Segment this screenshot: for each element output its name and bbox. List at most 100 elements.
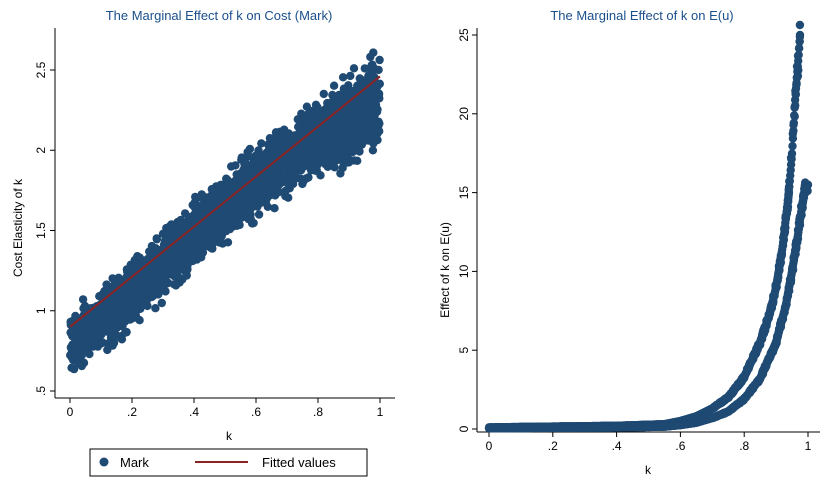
chart-right-ytick-label: 10 <box>457 264 471 278</box>
scatter-point <box>787 153 796 163</box>
scatter-point <box>156 264 165 273</box>
scatter-point <box>334 90 344 100</box>
scatter-point <box>212 216 221 225</box>
chart-right-ytick-label: 20 <box>457 107 471 121</box>
scatter-point <box>339 116 349 125</box>
chart-right-ytick-label: 25 <box>457 28 471 42</box>
chart-right-curve-0 <box>484 20 805 432</box>
scatter-point <box>77 351 87 360</box>
scatter-point <box>373 122 383 131</box>
scatter-point <box>85 349 94 359</box>
scatter-point <box>100 286 109 296</box>
scatter-point <box>738 397 747 406</box>
scatter-point <box>790 112 799 121</box>
scatter-point <box>238 173 247 183</box>
scatter-point <box>157 298 166 308</box>
chart-left-xtick-label: .4 <box>189 405 199 419</box>
scatter-point <box>780 227 790 237</box>
scatter-point <box>182 271 191 280</box>
scatter-point <box>776 322 785 331</box>
scatter-point <box>237 153 246 162</box>
scatter-point <box>367 67 376 76</box>
scatter-point <box>793 51 803 60</box>
chart-left-series-mark <box>66 48 384 374</box>
scatter-point <box>152 271 162 281</box>
scatter-point <box>171 281 181 290</box>
scatter-point <box>122 287 131 296</box>
chart-left-ytick-label: 2.5 <box>34 61 48 78</box>
chart-left-xtick-label: 0 <box>67 405 74 419</box>
scatter-point <box>208 194 217 203</box>
scatter-point <box>207 185 216 194</box>
scatter-point <box>292 173 302 183</box>
chart-right-title: The Marginal Effect of k on E(u) <box>550 8 733 23</box>
scatter-point <box>133 259 142 268</box>
scatter-point <box>792 240 801 249</box>
scatter-point <box>169 230 178 239</box>
scatter-point <box>152 235 162 244</box>
scatter-point <box>789 120 798 130</box>
scatter-point <box>103 345 112 355</box>
scatter-point <box>101 306 111 315</box>
scatter-point <box>269 181 278 190</box>
scatter-point <box>788 141 797 151</box>
scatter-point <box>785 177 794 186</box>
scatter-point <box>355 147 364 156</box>
scatter-point <box>765 354 774 363</box>
scatter-point <box>103 327 112 336</box>
scatter-point <box>235 200 245 209</box>
scatter-point <box>784 193 793 202</box>
scatter-point <box>339 84 349 93</box>
legend: Mark Fitted values <box>89 448 368 477</box>
chart-right-curve-1 <box>484 178 813 433</box>
scatter-point <box>728 387 737 396</box>
scatter-point <box>217 238 226 248</box>
scatter-point <box>360 76 369 85</box>
scatter-point <box>782 209 791 218</box>
scatter-point <box>339 158 348 167</box>
scatter-point <box>375 55 384 65</box>
chart-right-ytick-label: 0 <box>457 425 471 432</box>
chart-right-xlabel: k <box>645 463 652 477</box>
scatter-point <box>168 270 177 279</box>
legend-swatch-mark <box>99 457 109 467</box>
scatter-point <box>231 161 240 170</box>
scatter-point <box>272 170 282 180</box>
scatter-point <box>338 73 348 82</box>
scatter-point <box>795 20 805 30</box>
scatter-point <box>764 310 773 319</box>
scatter-point <box>111 303 121 312</box>
chart-left-ytick-label: 2 <box>34 147 48 154</box>
scatter-point <box>151 304 160 313</box>
scatter-point <box>209 228 218 237</box>
scatter-point <box>123 267 132 276</box>
chart-left-xlabel: k <box>226 429 233 443</box>
scatter-point <box>93 308 102 317</box>
scatter-point <box>271 132 281 141</box>
scatter-point <box>374 91 383 101</box>
scatter-point <box>190 230 200 239</box>
chart-left-ytick-label: 1.5 <box>34 222 48 239</box>
scatter-point <box>221 188 230 197</box>
scatter-point <box>328 131 337 141</box>
scatter-point <box>137 288 146 297</box>
chart-right-xtick-label: .8 <box>739 439 749 453</box>
chart-right-xtick-label: .4 <box>612 439 622 453</box>
scatter-point <box>258 197 268 206</box>
scatter-point <box>346 71 355 81</box>
scatter-point <box>784 283 793 292</box>
scatter-point <box>320 143 329 153</box>
scatter-point <box>80 344 89 353</box>
scatter-point <box>189 201 198 210</box>
scatter-point <box>739 375 748 384</box>
scatter-point <box>75 326 84 335</box>
scatter-point <box>245 207 254 217</box>
chart-left-xtick-label: .6 <box>251 405 261 419</box>
scatter-point <box>770 291 779 300</box>
chart-left-xtick-label: .8 <box>313 405 323 419</box>
scatter-point <box>180 209 190 218</box>
scatter-point <box>788 129 797 138</box>
scatter-point <box>223 238 233 247</box>
scatter-point <box>195 248 204 258</box>
